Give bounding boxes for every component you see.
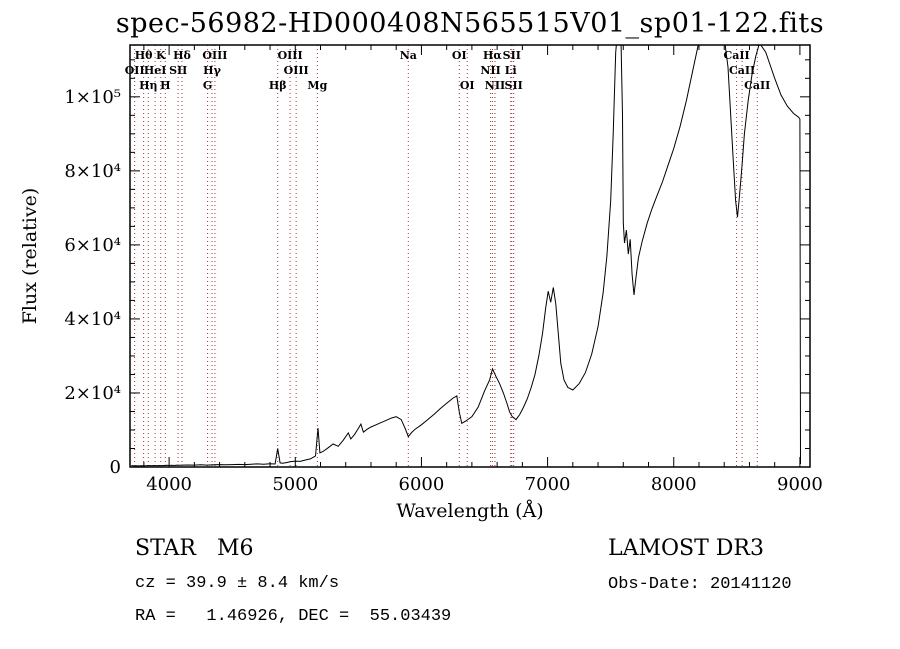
svg-text:CaII: CaII — [744, 79, 770, 92]
ra-dec-text: RA = 1.46926, DEC = 55.03439 — [135, 607, 452, 626]
x-axis-title: Wavelength (Å) — [396, 500, 544, 522]
plot-frame — [129, 44, 811, 468]
svg-text:NII: NII — [480, 64, 500, 77]
svg-text:8×10⁴: 8×10⁴ — [64, 161, 121, 182]
svg-text:Hθ: Hθ — [135, 49, 153, 62]
svg-text:4×10⁴: 4×10⁴ — [64, 309, 121, 330]
svg-text:1×10⁵: 1×10⁵ — [64, 87, 121, 108]
plot-title: spec-56982-HD000408N565515V01_sp01-122.f… — [115, 8, 825, 39]
svg-text:Hγ: Hγ — [203, 64, 221, 77]
svg-text:4000: 4000 — [146, 474, 192, 495]
svg-text:G: G — [203, 79, 212, 92]
axis-ticks — [130, 45, 810, 468]
svg-text:5000: 5000 — [272, 474, 318, 495]
svg-text:Li: Li — [505, 64, 517, 77]
svg-text:OIII: OIII — [202, 49, 227, 62]
svg-text:CaII: CaII — [723, 49, 749, 62]
svg-text:8000: 8000 — [651, 474, 697, 495]
obs-date-text: Obs-Date: 20141120 — [608, 575, 792, 594]
svg-text:OI: OI — [452, 49, 467, 62]
svg-text:Hβ: Hβ — [269, 79, 287, 92]
svg-text:Hα: Hα — [483, 49, 502, 62]
spectral-line-labels: OII Hθ Hη HeI K H SII Hδ G Hγ OIII Hβ OIII OIII Mg Na OI… — [125, 49, 771, 92]
svg-text:SII: SII — [169, 64, 187, 77]
svg-text:SII: SII — [505, 79, 523, 92]
svg-text:6×10⁴: 6×10⁴ — [64, 235, 121, 256]
survey-release-label: LAMOST DR3 — [608, 536, 764, 561]
svg-text:Mg: Mg — [307, 79, 327, 92]
svg-text:OI: OI — [460, 79, 475, 92]
svg-text:CaII: CaII — [729, 64, 755, 77]
svg-text:OIII: OIII — [278, 49, 303, 62]
spectrum-trace — [131, 45, 801, 467]
svg-text:Hη: Hη — [139, 79, 157, 92]
svg-text:HeI: HeI — [144, 64, 167, 77]
svg-text:Na: Na — [400, 49, 417, 62]
svg-text:NII: NII — [485, 79, 505, 92]
svg-text:SII: SII — [503, 49, 521, 62]
svg-text:H: H — [160, 79, 170, 92]
tick-labels: 4000 5000 6000 7000 8000 9000 0 2×10⁴ 4×10⁴ 6×10⁴… — [64, 87, 822, 495]
svg-text:K: K — [156, 49, 166, 62]
svg-text:0: 0 — [110, 457, 121, 478]
svg-text:2×10⁴: 2×10⁴ — [64, 383, 121, 404]
svg-text:OII: OII — [125, 64, 145, 77]
radial-velocity-text: cz = 39.9 ± 8.4 km/s — [135, 574, 340, 593]
svg-text:7000: 7000 — [525, 474, 571, 495]
object-class-label: STAR M6 — [135, 536, 254, 561]
svg-text:OIII: OIII — [284, 64, 309, 77]
svg-text:6000: 6000 — [399, 474, 445, 495]
svg-text:Hδ: Hδ — [173, 49, 191, 62]
svg-text:9000: 9000 — [777, 474, 823, 495]
